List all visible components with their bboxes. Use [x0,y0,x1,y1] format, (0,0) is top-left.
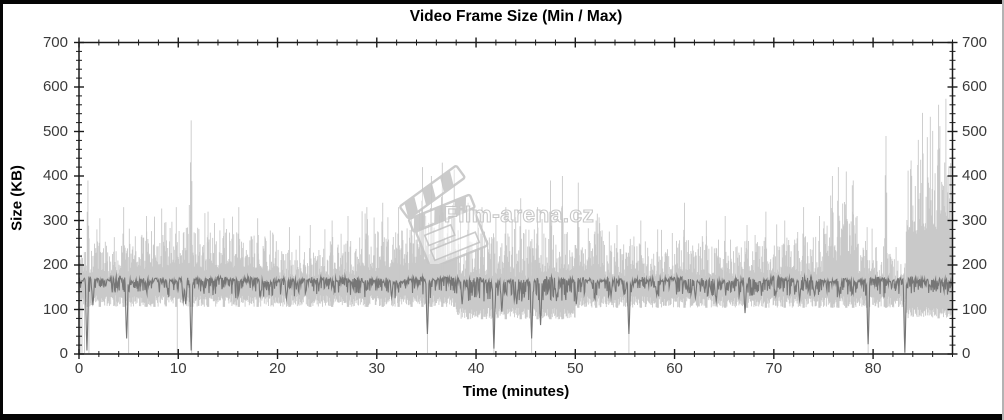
clapperboard-icon [399,165,489,264]
window-border-bottom [0,414,1004,420]
window-border-right [1002,0,1004,420]
window-border-top [0,0,1004,4]
chart-title: Video Frame Size (Min / Max) [409,8,623,25]
x-axis-label: Time (minutes) [462,383,570,400]
watermark: Film-arena.cz [399,165,594,264]
window-border-left [0,0,3,420]
watermark-text: Film-arena.cz [444,202,594,227]
y-axis-label: Size (KB) [8,165,26,231]
